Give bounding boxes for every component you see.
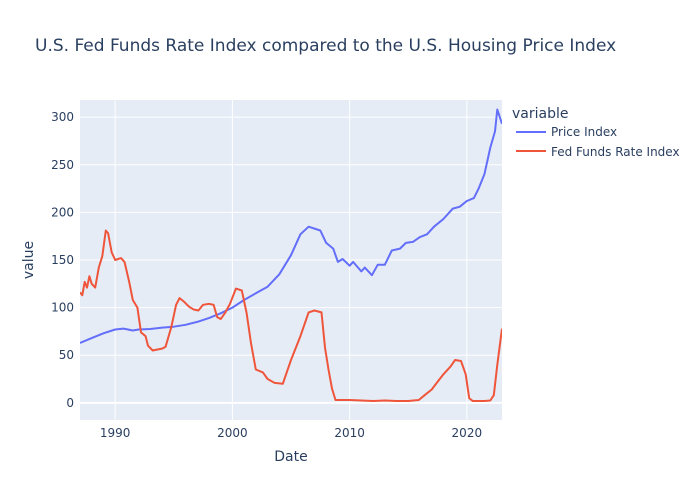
series-lines	[80, 108, 502, 402]
series-line-price-index	[80, 108, 502, 344]
chart-title: U.S. Fed Funds Rate Index compared to th…	[35, 36, 616, 56]
x-tick-label: 2010	[334, 426, 365, 440]
x-axis-title: Date	[274, 449, 307, 465]
y-axis-title: value	[21, 241, 37, 279]
series-line-fed-funds-rate-index	[80, 229, 502, 402]
y-tick-label: 150	[51, 253, 74, 267]
legend: variable Price Index Fed Funds Rate Inde…	[512, 106, 680, 159]
y-tick-label: 200	[51, 205, 74, 219]
x-tick-label: 1990	[100, 426, 131, 440]
y-tick-label: 300	[51, 110, 74, 124]
tick-labels: 0 50 100 150 200 250 300 1990 2000 2010 2020	[51, 110, 482, 440]
y-tick-label: 100	[51, 301, 74, 315]
legend-title: variable	[512, 106, 568, 122]
legend-label-fed-funds-rate-index: Fed Funds Rate Index	[551, 145, 680, 159]
y-tick-label: 250	[51, 158, 74, 172]
y-tick-label: 50	[59, 348, 74, 362]
x-tick-label: 2020	[452, 426, 483, 440]
legend-label-price-index: Price Index	[551, 125, 617, 139]
y-tick-label: 0	[66, 396, 74, 410]
x-tick-label: 2000	[217, 426, 248, 440]
